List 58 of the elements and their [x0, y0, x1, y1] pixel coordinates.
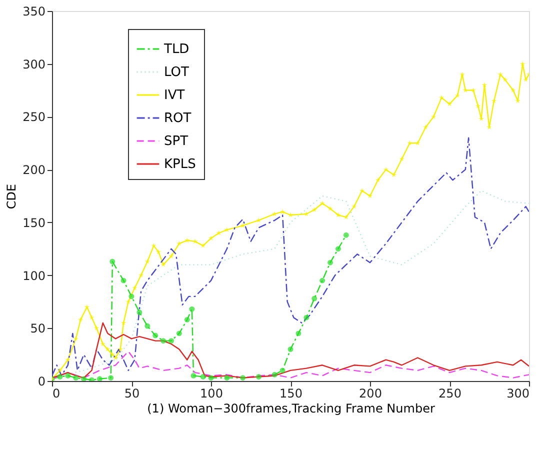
point [304, 314, 310, 320]
point [224, 375, 230, 381]
point [96, 376, 102, 381]
point [296, 330, 302, 336]
point [136, 310, 142, 316]
x-tick-label: 250 [438, 386, 462, 400]
point [256, 374, 262, 380]
point [81, 376, 87, 381]
point [200, 374, 206, 380]
y-tick-label: 200 [22, 163, 46, 178]
legend-label: TLD [163, 42, 190, 57]
x-tick-label: 300 [506, 386, 530, 400]
point [335, 246, 341, 252]
y-tick-label: 0 [38, 374, 46, 388]
x-tick-label: 150 [280, 386, 302, 400]
point [144, 323, 150, 329]
point [312, 296, 318, 302]
point [176, 330, 182, 336]
point [110, 258, 116, 264]
point [272, 372, 278, 378]
legend-label: KPLS [164, 157, 196, 172]
x-tick-label: 200 [359, 386, 382, 400]
point [168, 338, 174, 344]
point [73, 375, 79, 381]
x-axis-title: (1) Woman−300frames,Tracking Frame Number [147, 402, 435, 416]
x-tick-label: 100 [200, 386, 223, 400]
point [343, 232, 349, 238]
point [288, 346, 294, 352]
y-axis-title: CDE [4, 184, 19, 210]
point [320, 278, 326, 284]
x-tick-label: 50 [124, 386, 140, 400]
point [89, 377, 94, 381]
legend-label: ROT [164, 111, 192, 126]
line-series [52, 350, 529, 380]
point [190, 372, 196, 378]
y-tick-label: 350 [22, 4, 46, 18]
y-tick-label: 150 [22, 216, 46, 230]
point [128, 294, 134, 300]
y-tick-label: 100 [22, 268, 46, 283]
point [57, 374, 63, 380]
x-tick-label: 0 [52, 386, 60, 400]
point [120, 278, 126, 284]
point [189, 306, 195, 312]
legend-label: IVT [164, 88, 185, 103]
y-tick-label: 250 [22, 110, 46, 124]
point [184, 316, 190, 322]
legend-label: SPT [164, 134, 188, 149]
point [108, 375, 114, 381]
point [160, 338, 166, 344]
point [328, 260, 333, 266]
point [280, 368, 286, 374]
y-tick-label: 300 [22, 57, 46, 72]
y-tick-label: 50 [30, 322, 46, 336]
legend-label: LOT [164, 65, 190, 80]
point [208, 375, 214, 381]
point [152, 332, 158, 338]
point [65, 372, 71, 378]
point [240, 375, 246, 381]
